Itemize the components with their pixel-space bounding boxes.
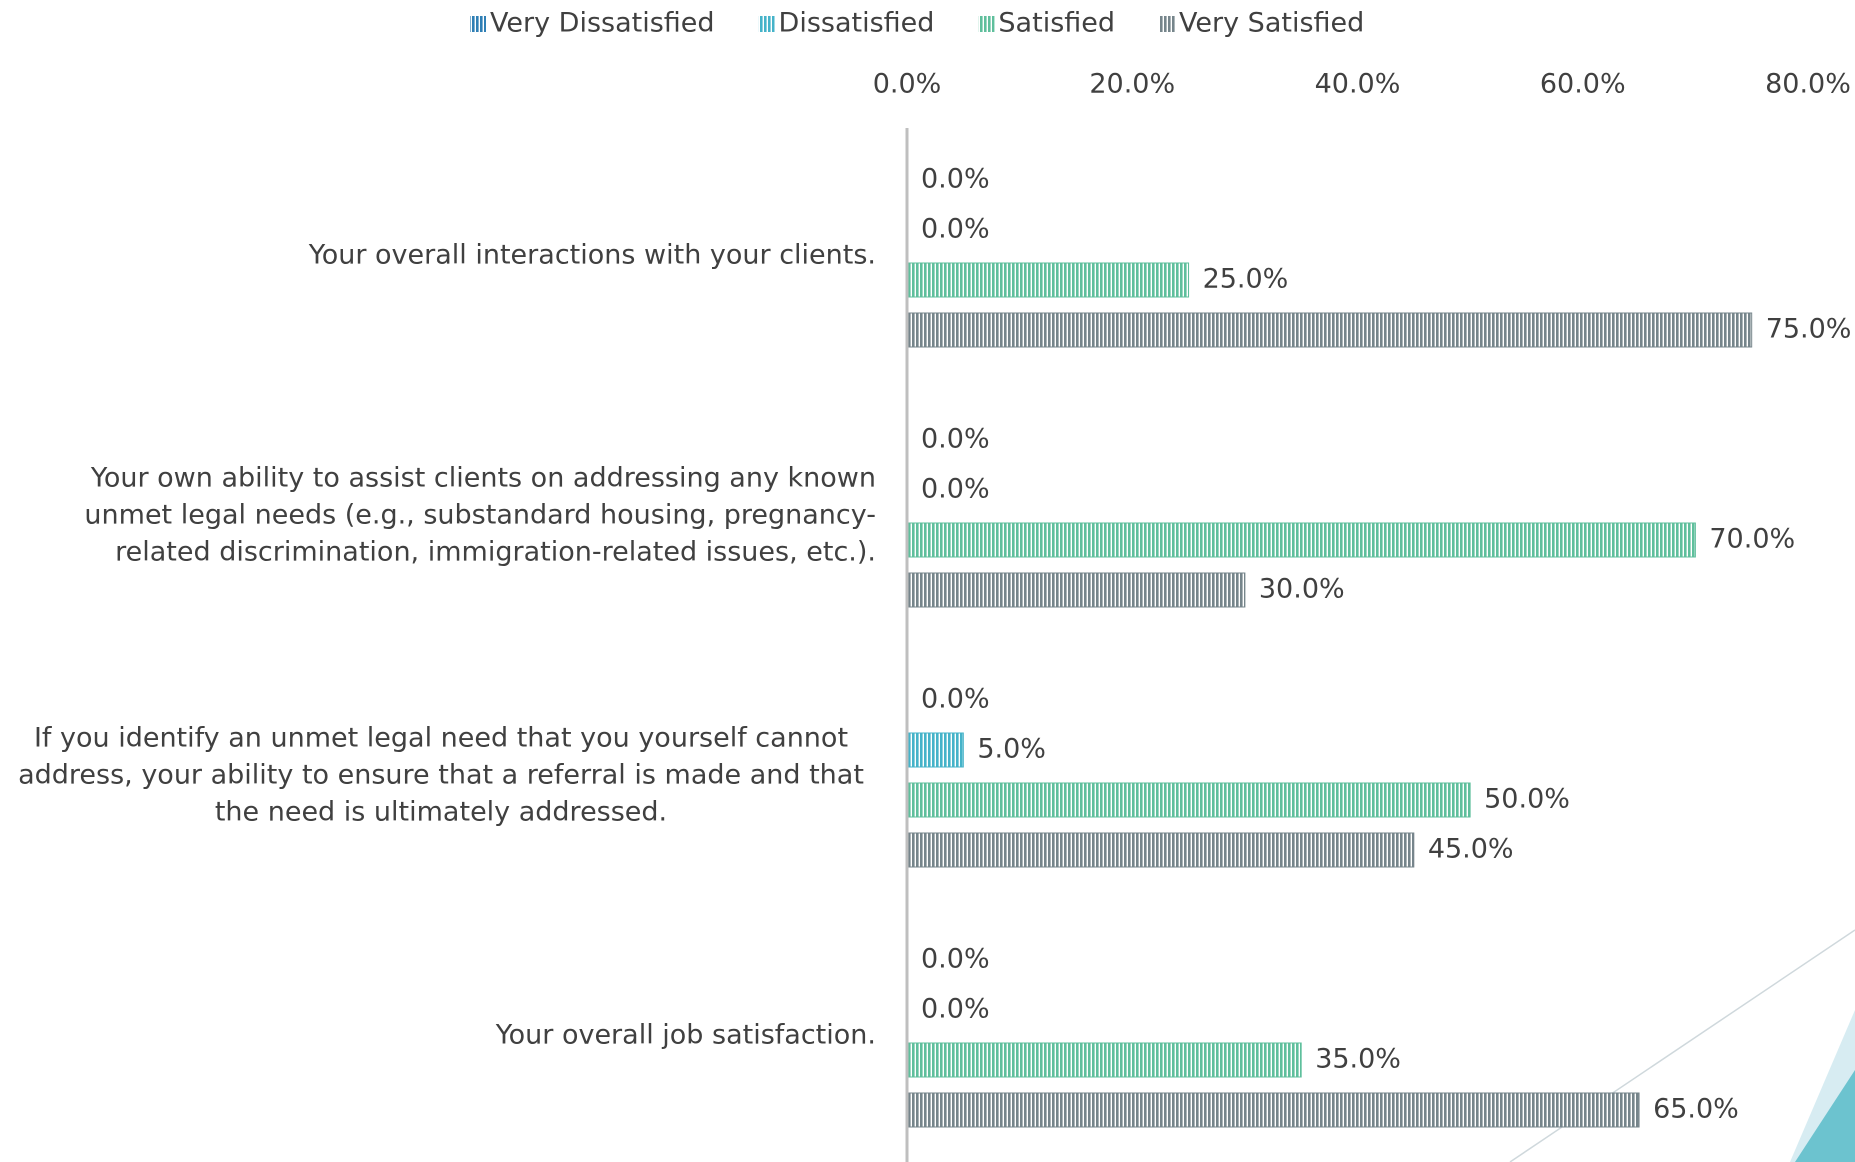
value-label: 30.0% [1259,574,1345,605]
category-label: If you identify an unmet legal need that… [6,720,876,831]
page: 0.0% 20.0% 40.0% 60.0% 80.0% Very Dissatisfie… [0,0,1855,1162]
legend-swatch [759,16,775,32]
value-label: 65.0% [1653,1094,1739,1125]
legend-swatch [470,16,486,32]
x-tick-label: 80.0% [1765,69,1851,100]
x-tick-label: 40.0% [1315,69,1401,100]
legend-swatch [1159,16,1175,32]
value-label: 25.0% [1203,264,1289,295]
category-label: Your overall interactions with your clie… [6,237,876,274]
category-label: Your overall job satisfaction. [6,1017,876,1054]
bar [907,263,1189,297]
bar [907,573,1245,607]
bar [907,313,1752,347]
x-tick-label: 20.0% [1089,69,1175,100]
value-label: 0.0% [921,994,990,1025]
legend-label: Very Dissatisfied [490,8,715,39]
x-tick-label: 0.0% [873,69,942,100]
legend-swatch [978,16,994,32]
bar [907,783,1470,817]
value-label: 75.0% [1766,314,1852,345]
value-label: 0.0% [921,424,990,455]
x-tick-label: 60.0% [1540,69,1626,100]
value-label: 5.0% [977,734,1046,765]
bar [907,733,963,767]
value-label: 0.0% [921,684,990,715]
value-label: 45.0% [1428,834,1514,865]
value-label: 70.0% [1709,524,1795,555]
category-label: Your own ability to assist clients on ad… [6,460,876,571]
value-label: 0.0% [921,164,990,195]
chart: 0.0% 20.0% 40.0% 60.0% 80.0% Very Dissatisfie… [0,0,1855,1162]
value-label: 50.0% [1484,784,1570,815]
legend-label: Satisfied [998,8,1115,39]
value-label: 35.0% [1315,1044,1401,1075]
value-label: 0.0% [921,944,990,975]
bar [907,1043,1301,1077]
bar [907,833,1414,867]
value-label: 0.0% [921,474,990,505]
legend-label: Dissatisfied [779,8,935,39]
bar [907,523,1695,557]
bar [907,1093,1639,1127]
value-label: 0.0% [921,214,990,245]
legend-label: Very Satisfied [1179,8,1364,39]
